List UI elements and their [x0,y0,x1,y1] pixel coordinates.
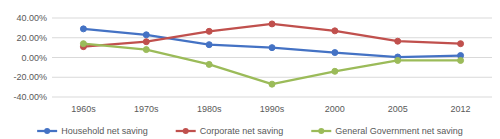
legend-marker [183,128,189,134]
legend-label: Household net saving [61,126,148,136]
y-tick-label: 20.00% [16,33,47,43]
series-marker [206,42,212,48]
series-group [80,21,463,87]
grid-line [52,77,492,78]
legend: Household net saving Corporate net saving… [37,126,463,136]
grid-line [52,97,492,98]
x-tick-label: 1980s [197,104,222,114]
series-marker [395,57,401,63]
series-marker [332,50,338,56]
y-tick-label: -20.00% [13,72,47,82]
series-marker [269,45,275,51]
legend-marker [44,128,50,134]
grid-line [52,37,492,38]
x-tick-label: 1960s [71,104,96,114]
x-tick-label: 2005 [388,104,408,114]
series-marker [80,41,86,47]
series-marker [269,81,275,87]
series-marker [332,68,338,74]
series-marker [395,38,401,44]
x-tick-label: 2000 [325,104,345,114]
series-line [83,44,460,84]
y-tick-label: 40.00% [16,13,47,23]
series-marker [143,39,149,45]
series-marker [332,28,338,34]
series-marker [143,47,149,53]
x-tick-label: 2012 [451,104,471,114]
series-marker [269,21,275,27]
x-tick-label: 1990s [260,104,285,114]
legend-label: General Government net saving [335,126,463,136]
x-tick-label: 1970s [134,104,159,114]
chart: -40.00% -20.00% 0.00% 20.00% 40.00% 1960s 1970… [0,0,500,139]
series-marker [458,41,464,47]
y-tick-label: -40.00% [13,92,47,102]
legend-marker [318,128,324,134]
series-marker [206,28,212,34]
series-marker [458,57,464,63]
series-marker [80,26,86,32]
grid-line [52,18,492,19]
series-marker [143,32,149,38]
y-tick-label: 0.00% [21,53,47,63]
legend-label: Corporate net saving [200,126,284,136]
series-marker [206,61,212,67]
